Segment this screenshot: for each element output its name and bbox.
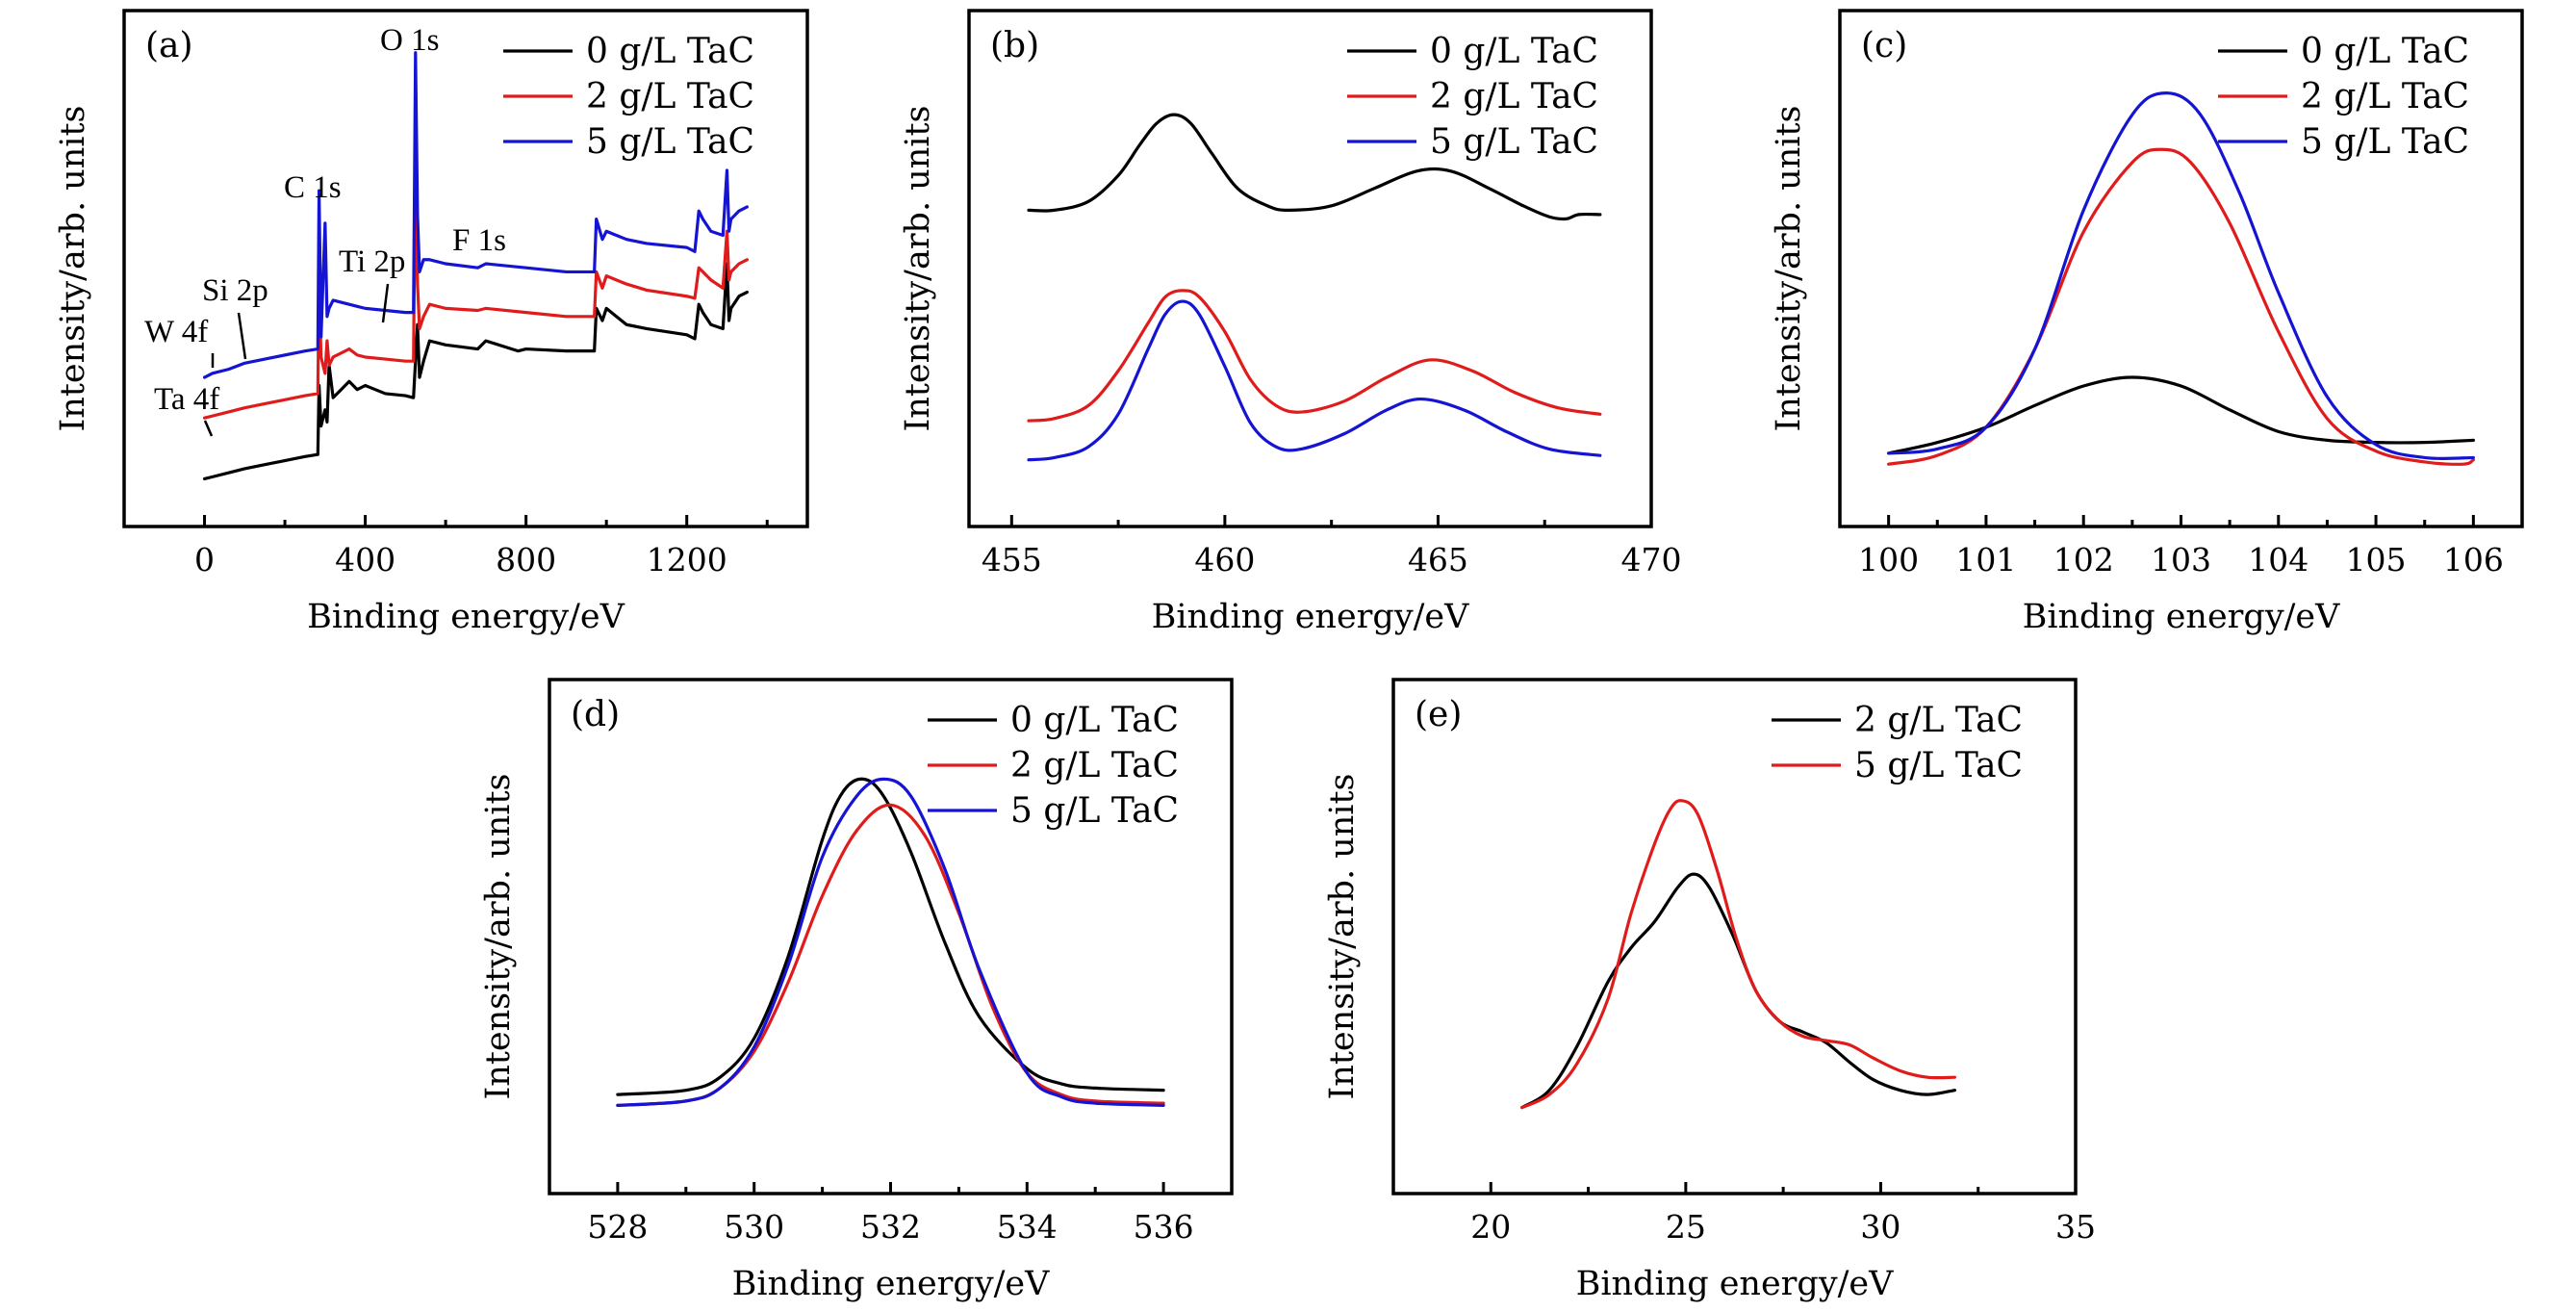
legend-entry: 5 g/L TaC bbox=[1430, 122, 1598, 162]
annotation-leader-line bbox=[381, 283, 390, 323]
x-tick-label: 20 bbox=[1470, 1208, 1511, 1246]
x-tick-label: 1200 bbox=[647, 541, 727, 578]
plot-frame bbox=[122, 9, 809, 528]
x-tick-label: 106 bbox=[2443, 541, 2504, 578]
peak-annotation: O 1s bbox=[380, 23, 439, 58]
peak-annotation: Ta 4f bbox=[154, 382, 219, 417]
series-line-5-g-l-tac bbox=[616, 777, 1165, 1107]
y-axis-label: Intensity/arb. units bbox=[1323, 773, 1362, 1099]
x-axis-label: Binding energy/eV bbox=[1576, 1265, 1895, 1303]
x-tick-label: 530 bbox=[724, 1208, 784, 1246]
peak-annotation: Si 2p bbox=[202, 273, 268, 308]
x-tick-label: 101 bbox=[1955, 541, 2016, 578]
legend-entry: 2 g/L TaC bbox=[586, 77, 754, 116]
legend: 2 g/L TaC 5 g/L TaC bbox=[1772, 701, 2023, 785]
plot-frame bbox=[967, 9, 1653, 528]
legend-entry: 0 g/L TaC bbox=[2301, 32, 2469, 71]
legend-entry: 2 g/L TaC bbox=[1854, 701, 2023, 740]
x-tick-label: 105 bbox=[2346, 541, 2407, 578]
x-tick-label: 102 bbox=[2053, 541, 2114, 578]
series-line-0-g-l-tac bbox=[1027, 113, 1602, 221]
x-axis-label: Binding energy/eV bbox=[1152, 598, 1470, 636]
series-line-2-g-l-tac bbox=[616, 803, 1165, 1107]
x-tick-label: 800 bbox=[496, 541, 556, 578]
x-tick-label: 470 bbox=[1621, 541, 1682, 578]
x-tick-label: 455 bbox=[982, 541, 1042, 578]
panel-e: 20 25 30 35 Binding energy/eV Intensity/arb. … bbox=[1323, 678, 2096, 1303]
panel-c: 100 101 102 103 104 105 106 Binding energy/eV In… bbox=[1770, 9, 2524, 636]
panel-label: (d) bbox=[571, 695, 620, 734]
series-line-5-g-l-tac bbox=[1520, 799, 1957, 1110]
legend-entry: 5 g/L TaC bbox=[586, 122, 754, 162]
panel-a: 0 400 800 1200 Binding energy/eV Intensity/ar… bbox=[54, 9, 809, 636]
plot-frame bbox=[1391, 678, 2078, 1195]
legend: 0 g/L TaC 2 g/L TaC 5 g/L TaC bbox=[1347, 32, 1598, 162]
series-line-5-g-l-tac bbox=[1887, 90, 2475, 461]
panel-label: (b) bbox=[990, 26, 1039, 65]
legend-entry: 5 g/L TaC bbox=[1854, 746, 2023, 785]
series-line-5-g-l-tac bbox=[202, 51, 749, 379]
panel-b: 455 460 465 470 Binding energy/eV Intensity/a… bbox=[899, 9, 1682, 636]
legend-entry: 2 g/L TaC bbox=[1430, 77, 1598, 116]
legend: 0 g/L TaC 2 g/L TaC 5 g/L TaC bbox=[928, 701, 1179, 831]
peak-annotation: F 1s bbox=[452, 223, 506, 258]
x-tick-label: 460 bbox=[1194, 541, 1255, 578]
x-tick-label: 103 bbox=[2151, 541, 2211, 578]
x-tick-label: 465 bbox=[1408, 541, 1468, 578]
y-axis-label: Intensity/arb. units bbox=[1770, 105, 1808, 431]
series-line-0-g-l-tac bbox=[202, 262, 749, 481]
peak-annotation: C 1s bbox=[284, 170, 342, 205]
panel-d: 528 530 532 534 536 Binding energy/eV Intensit… bbox=[479, 678, 1234, 1303]
panel-label: (a) bbox=[145, 26, 193, 65]
series-line-5-g-l-tac bbox=[1027, 299, 1602, 462]
annotation-leader-line bbox=[237, 312, 247, 360]
x-tick-label: 30 bbox=[1860, 1208, 1900, 1246]
series-line-2-g-l-tac bbox=[1520, 872, 1957, 1110]
x-tick-label: 100 bbox=[1858, 541, 1919, 578]
legend-entry: 2 g/L TaC bbox=[1010, 746, 1179, 785]
legend-entry: 2 g/L TaC bbox=[2301, 77, 2469, 116]
y-axis-label: Intensity/arb. units bbox=[54, 105, 92, 431]
x-tick-label: 25 bbox=[1666, 1208, 1706, 1246]
y-axis-label: Intensity/arb. units bbox=[899, 105, 937, 431]
peak-annotation: Ti 2p bbox=[339, 244, 405, 279]
x-tick-label: 35 bbox=[2055, 1208, 2096, 1246]
series-line-2-g-l-tac bbox=[1887, 147, 2475, 466]
x-tick-label: 532 bbox=[860, 1208, 921, 1246]
legend-entry: 5 g/L TaC bbox=[2301, 122, 2469, 162]
series-line-0-g-l-tac bbox=[1887, 375, 2475, 455]
x-tick-label: 104 bbox=[2248, 541, 2308, 578]
x-tick-label: 536 bbox=[1134, 1208, 1194, 1246]
y-axis-label: Intensity/arb. units bbox=[479, 773, 518, 1099]
series-line-2-g-l-tac bbox=[1027, 289, 1602, 423]
annotation-leader-line bbox=[203, 420, 214, 437]
legend-entry: 0 g/L TaC bbox=[1010, 701, 1179, 740]
panel-label: (c) bbox=[1861, 26, 1907, 65]
legend-entry: 0 g/L TaC bbox=[1430, 32, 1598, 71]
x-axis-label: Binding energy/eV bbox=[2023, 598, 2341, 636]
x-tick-label: 400 bbox=[335, 541, 395, 578]
x-axis-label: Binding energy/eV bbox=[307, 598, 625, 636]
legend: 0 g/L TaC 2 g/L TaC 5 g/L TaC bbox=[2218, 32, 2469, 162]
legend-entry: 5 g/L TaC bbox=[1010, 791, 1179, 831]
panel-label: (e) bbox=[1415, 695, 1462, 734]
x-tick-label: 0 bbox=[194, 541, 215, 578]
x-tick-label: 528 bbox=[587, 1208, 648, 1246]
series-line-0-g-l-tac bbox=[616, 777, 1165, 1096]
x-tick-label: 534 bbox=[997, 1208, 1058, 1246]
legend: 0 g/L TaC 2 g/L TaC 5 g/L TaC bbox=[503, 32, 754, 162]
peak-annotation: W 4f bbox=[144, 315, 208, 349]
x-axis-label: Binding energy/eV bbox=[732, 1265, 1051, 1303]
legend-entry: 0 g/L TaC bbox=[586, 32, 754, 71]
